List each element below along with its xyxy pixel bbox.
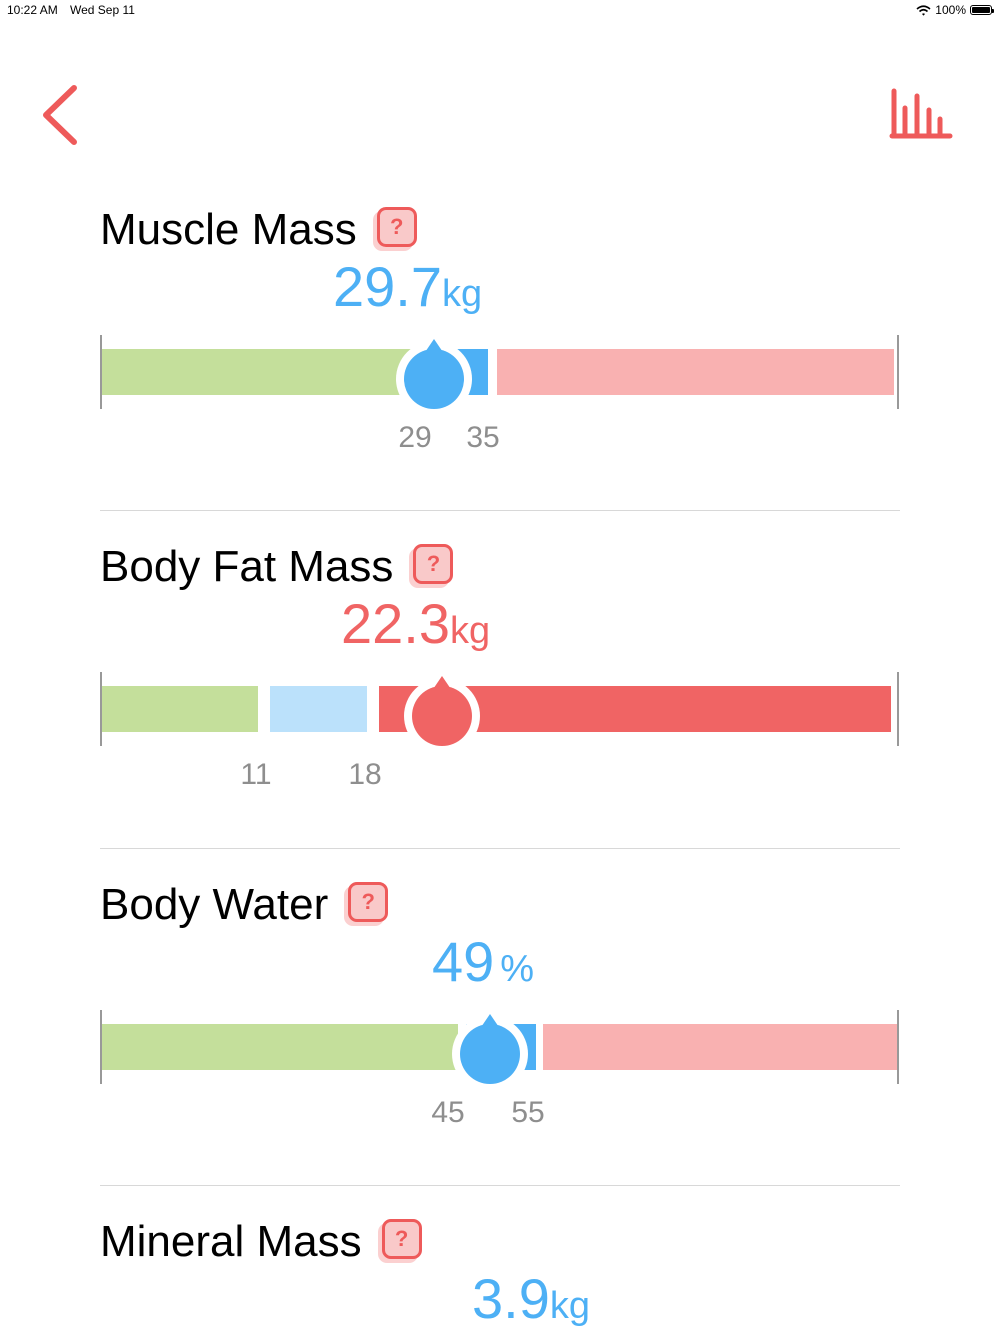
- body-fat-mass-title: Body Fat Mass: [100, 542, 394, 591]
- help-icon[interactable]: ?: [372, 207, 423, 253]
- value-unit: kg: [442, 273, 483, 315]
- body-fat-mass-value: 22.3kg: [341, 592, 490, 663]
- chart-button[interactable]: [888, 86, 954, 144]
- battery-percent: 100%: [935, 3, 966, 17]
- value-unit: kg: [549, 1285, 590, 1327]
- range-tick-low: 11: [240, 758, 272, 791]
- mineral-mass-title: Mineral Mass: [100, 1217, 362, 1266]
- body-water-range-bar: [100, 1006, 900, 1092]
- status-right: 100%: [916, 3, 994, 17]
- section-title: Body Water ?: [100, 880, 394, 930]
- section-title: Body Fat Mass ?: [100, 542, 459, 592]
- value-number: 29.7: [333, 255, 442, 318]
- range-segment-high: [543, 1024, 897, 1070]
- value-number: 3.9: [472, 1267, 550, 1330]
- section-title: Mineral Mass ?: [100, 1217, 428, 1267]
- help-icon[interactable]: ?: [409, 544, 459, 590]
- help-icon-label: ?: [348, 882, 389, 922]
- help-icon-label: ?: [413, 544, 454, 584]
- help-icon-label: ?: [381, 1219, 422, 1259]
- status-date: Wed Sep 11: [70, 3, 135, 17]
- value-marker: [396, 331, 472, 417]
- range-end-line: [897, 672, 899, 746]
- range-start-line: [100, 672, 102, 746]
- status-bar: 10:22 AM Wed Sep 11 100%: [0, 0, 1000, 22]
- range-tick-high: 18: [348, 758, 382, 791]
- section-divider: [100, 1185, 900, 1186]
- range-start-line: [100, 1010, 102, 1084]
- section-divider: [100, 848, 900, 849]
- help-icon[interactable]: ?: [377, 1219, 428, 1265]
- value-marker: [452, 1006, 528, 1092]
- value-unit: kg: [450, 610, 491, 652]
- help-icon-label: ?: [376, 207, 417, 247]
- status-time: 10:22 AM: [7, 3, 58, 17]
- range-end-line: [897, 1010, 899, 1084]
- range-segment-low: [102, 1024, 458, 1070]
- range-segment-low: [102, 686, 258, 732]
- value-number: 49: [432, 930, 495, 993]
- range-tick-high: 35: [466, 421, 500, 454]
- muscle-mass-section: Muscle Mass ? 29.7kg 29 35: [100, 205, 900, 475]
- body-fat-mass-range-bar: [100, 668, 900, 754]
- battery-icon: [970, 5, 994, 15]
- mineral-mass-value: 3.9kg: [472, 1267, 590, 1334]
- range-segment-normal: [270, 686, 367, 732]
- range-end-line: [897, 335, 899, 409]
- range-segment-high: [497, 349, 894, 395]
- muscle-mass-range-bar: [100, 331, 900, 417]
- body-water-section: Body Water ? 49% 45 55: [100, 880, 900, 1150]
- range-tick-high: 55: [511, 1096, 545, 1129]
- section-divider: [100, 510, 900, 511]
- body-water-title: Body Water: [100, 880, 329, 929]
- range-segment-low: [102, 349, 414, 395]
- bar-chart-icon: [889, 88, 953, 139]
- value-marker: [404, 668, 480, 754]
- range-start-line: [100, 335, 102, 409]
- help-icon[interactable]: ?: [344, 882, 394, 928]
- muscle-mass-value: 29.7kg: [333, 255, 482, 326]
- mineral-mass-section: Mineral Mass ? 3.9kg: [100, 1217, 900, 1334]
- chevron-left-icon: [43, 85, 77, 145]
- value-unit: %: [500, 948, 535, 990]
- battery-level-fill: [972, 7, 990, 13]
- value-number: 22.3: [341, 592, 450, 655]
- body-fat-mass-section: Body Fat Mass ? 22.3kg 11 18: [100, 542, 900, 812]
- body-water-value: 49%: [432, 930, 534, 1001]
- range-tick-low: 45: [431, 1096, 465, 1129]
- section-title: Muscle Mass ?: [100, 205, 423, 255]
- range-tick-low: 29: [398, 421, 432, 454]
- wifi-icon: [916, 4, 931, 16]
- back-button[interactable]: [38, 82, 82, 148]
- muscle-mass-title: Muscle Mass: [100, 205, 357, 254]
